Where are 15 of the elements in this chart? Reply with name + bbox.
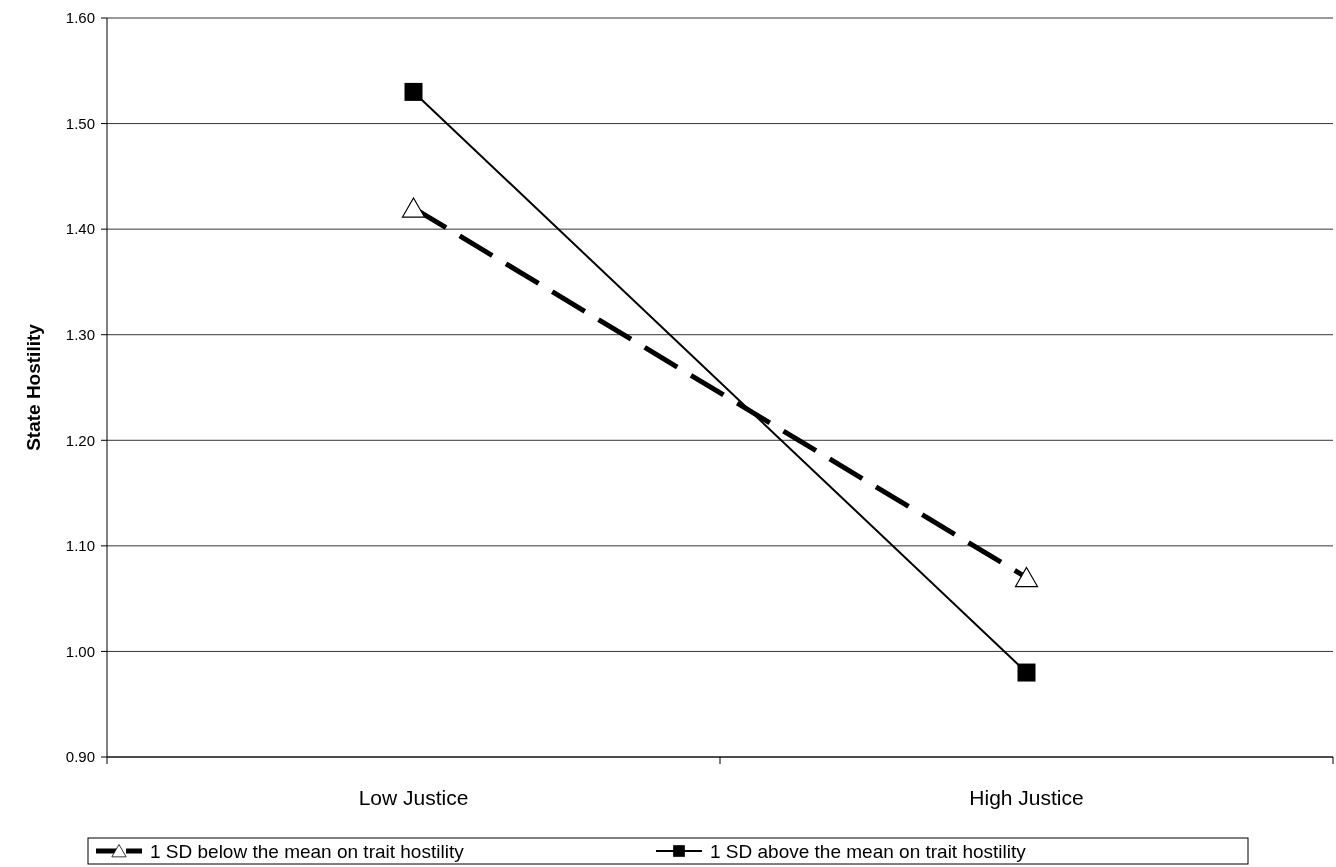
y-tick-label: 1.20 bbox=[65, 431, 95, 449]
y-tick-label: 1.60 bbox=[65, 9, 95, 27]
y-tick-label: 1.30 bbox=[65, 325, 95, 343]
y-tick-label: 0.90 bbox=[65, 748, 95, 766]
y-tick-label: 1.10 bbox=[65, 537, 95, 555]
point bbox=[404, 82, 423, 101]
y-tick-label: 1.40 bbox=[65, 220, 95, 238]
x-tick-label: High Justice bbox=[969, 786, 1084, 809]
y-tick-label: 1.50 bbox=[65, 114, 95, 132]
y-tick-label: 1.00 bbox=[65, 642, 95, 660]
point bbox=[1017, 663, 1036, 682]
y-axis-title: State Hostility bbox=[23, 323, 44, 451]
legend-label: 1 SD above the mean on trait hostility bbox=[710, 840, 1027, 862]
x-tick-label: Low Justice bbox=[358, 786, 469, 809]
legend-label: 1 SD below the mean on trait hostility bbox=[150, 840, 465, 862]
